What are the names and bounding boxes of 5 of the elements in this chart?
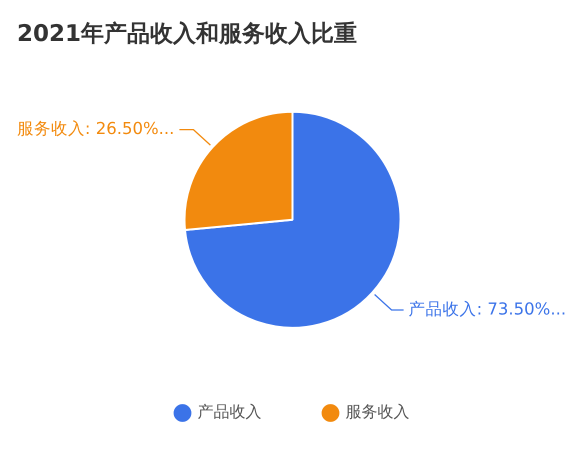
- legend-label: 产品收入: [198, 402, 262, 422]
- chart-title: 2021年产品收入和服务收入比重: [17, 20, 358, 47]
- data-label: 服务收入: 26.50%...: [16, 118, 174, 138]
- legend-label: 服务收入: [346, 402, 410, 422]
- data-label: 产品收入: 73.50%...: [408, 299, 566, 318]
